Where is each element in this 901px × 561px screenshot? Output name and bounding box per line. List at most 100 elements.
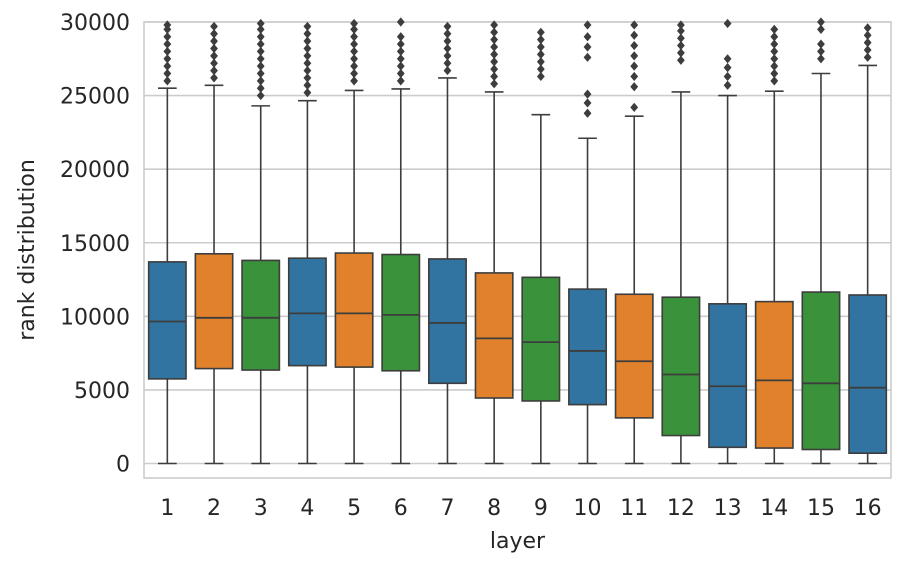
outlier-point [630,61,639,71]
outlier-point [630,102,639,112]
iqr-box [474,272,514,399]
outlier-point [396,61,405,71]
x-tick-label: 6 [394,496,408,521]
outlier-point [583,32,592,42]
iqr-box [661,296,701,437]
outlier-point [817,54,825,64]
y-tick-label: 25000 [60,85,130,110]
outlier-point [630,82,639,92]
outlier-point [443,43,452,54]
outlier-point [396,68,405,79]
x-tick-label: 1 [160,496,174,521]
outlier-point [583,98,592,108]
outlier-point [863,45,872,55]
outlier-point [443,36,452,46]
x-tick-label: 11 [620,496,648,521]
outlier-point [396,76,405,86]
outlier-point [350,76,359,86]
x-tick-label: 5 [347,496,361,521]
outlier-point [723,80,732,90]
outlier-point [676,48,685,58]
outlier-point [303,58,312,68]
y-tick-label: 30000 [60,11,130,36]
outlier-point [770,24,779,34]
outlier-point [163,61,172,71]
y-tick-label: 5000 [74,379,130,404]
outlier-point [817,46,825,57]
y-tick-labels: 0 5000 10000 15000 20000 25000 30000 [60,11,130,478]
outlier-point [303,21,312,32]
box-layer-13 [708,18,748,465]
outlier-point [583,89,592,99]
outlier-point [863,52,872,62]
outlier-point [350,24,359,34]
outlier-point [256,18,265,29]
boxes [147,17,888,465]
outlier-point [443,21,452,32]
outlier-point [303,43,312,54]
y-axis-title: rank distribution [15,159,40,341]
outlier-point [443,65,452,76]
outlier-point [723,18,732,29]
outlier-point [817,17,825,27]
outlier-point [490,27,499,37]
iqr-box [381,253,421,372]
box-layer-8 [474,20,514,465]
y-tick-label: 10000 [60,305,130,330]
outlier-point [583,52,592,62]
outlier-point [443,58,452,68]
box-layer-9 [521,27,561,465]
outlier-point [350,18,359,29]
outlier-point [770,39,779,49]
x-tick-label: 9 [534,496,548,521]
plot-area-frame [143,21,892,479]
outlier-point [490,57,499,67]
outlier-point [770,54,779,64]
outlier-point [863,30,872,40]
outlier-point [443,51,452,61]
x-tick-label: 4 [300,496,314,521]
outlier-point [443,29,452,39]
box-layer-10 [568,20,608,465]
iqr-box [334,252,374,368]
outlier-point [490,42,499,52]
box-layer-2 [194,21,234,465]
outlier-point [350,46,359,57]
outlier-point [303,36,312,46]
x-tick-labels: 1 2 3 4 5 6 7 8 9 10 11 12 13 14 15 16 [160,496,881,521]
outlier-point [490,71,499,82]
outlier-point [303,88,312,98]
iqr-box [708,303,748,449]
x-tick-label: 13 [714,496,742,521]
outlier-point [210,21,218,32]
outlier-point [396,46,405,57]
outlier-point [770,61,779,71]
outlier-point [163,76,172,86]
outlier-point [163,54,172,64]
outlier-point [536,27,545,37]
box-layer-16 [848,23,888,465]
outlier-point [350,61,359,71]
outlier-point [303,80,312,90]
iqr-box [521,276,561,402]
outlier-point [256,68,265,79]
outlier-point [536,42,545,52]
outlier-point [770,68,779,79]
outlier-point [490,35,499,45]
outlier-point [303,65,312,76]
outlier-point [723,71,732,82]
iqr-box [568,288,608,406]
outlier-point [396,54,405,64]
x-tick-label: 15 [807,496,835,521]
outlier-point [303,29,312,39]
x-tick-label: 3 [254,496,268,521]
outlier-point [490,49,499,59]
box-layer-1 [147,20,187,465]
outlier-point [396,39,405,49]
outlier-point [630,40,639,51]
outlier-point [210,58,218,68]
outlier-point [536,35,545,45]
outlier-point [256,83,265,93]
outlier-point [630,71,639,82]
